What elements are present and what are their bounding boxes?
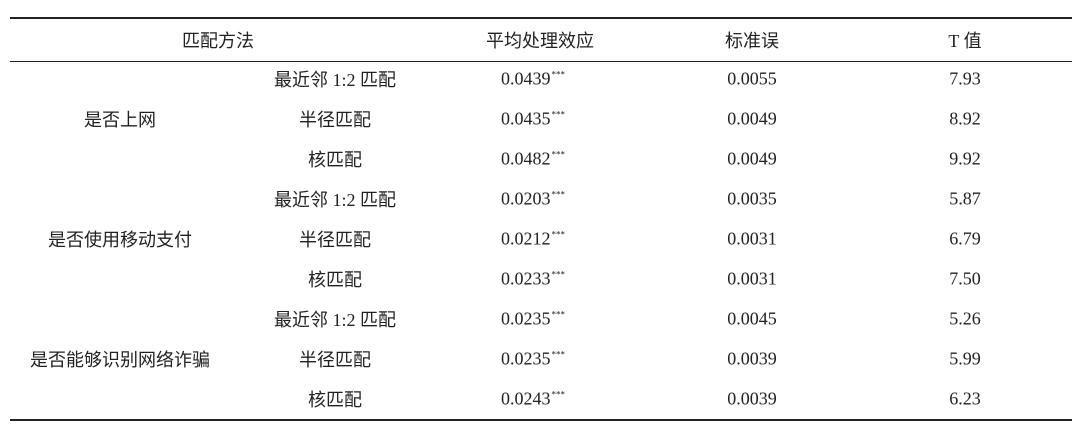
header-cell: T 值 [948, 31, 982, 51]
significance: *** [551, 69, 566, 80]
ate-value: 0.0235 [501, 308, 551, 329]
ate-cell: 0.0439*** [501, 69, 565, 90]
t-cell: 8.92 [949, 108, 981, 129]
ate-value: 0.0482 [501, 148, 551, 169]
ate-cell: 0.0233*** [501, 269, 565, 290]
group-label: 是否使用移动支付 [48, 230, 192, 250]
significance: *** [551, 109, 566, 120]
significance: *** [551, 149, 566, 160]
t-cell: 6.23 [949, 388, 981, 409]
se-cell: 0.0031 [727, 228, 777, 249]
method-cell: 最近邻 1:2 匹配 [273, 190, 397, 210]
se-cell: 0.0039 [727, 348, 777, 369]
ate-value: 0.0235 [501, 348, 551, 369]
ate-cell: 0.0212*** [501, 229, 565, 250]
header-cell: 标准误 [725, 31, 779, 51]
method-cell: 核匹配 [308, 270, 362, 290]
t-cell: 5.26 [949, 308, 981, 329]
se-cell: 0.0031 [727, 268, 777, 289]
ate-value: 0.0439 [501, 68, 551, 89]
group-label: 是否上网 [84, 110, 156, 130]
t-cell: 5.87 [949, 188, 981, 209]
bottom-rule [10, 419, 1072, 421]
top-rule [10, 17, 1072, 19]
ate-cell: 0.0243*** [501, 389, 565, 410]
se-cell: 0.0045 [727, 308, 777, 329]
significance: *** [551, 309, 566, 320]
header-cell: 匹配方法 [182, 31, 254, 51]
method-cell: 半径匹配 [299, 230, 371, 250]
significance: *** [551, 229, 566, 240]
se-cell: 0.0035 [727, 188, 777, 209]
se-cell: 0.0039 [727, 388, 777, 409]
significance: *** [551, 349, 566, 360]
ate-value: 0.0435 [501, 108, 551, 129]
ate-cell: 0.0482*** [501, 149, 565, 170]
t-cell: 5.99 [949, 348, 981, 369]
t-cell: 7.50 [949, 268, 981, 289]
header-rule [10, 61, 1072, 62]
method-cell: 最近邻 1:2 匹配 [273, 70, 397, 90]
ate-cell: 0.0203*** [501, 189, 565, 210]
header-cell: 平均处理效应 [486, 31, 594, 51]
ate-value: 0.0203 [501, 188, 551, 209]
se-cell: 0.0049 [727, 148, 777, 169]
ate-value: 0.0212 [501, 228, 551, 249]
method-cell: 半径匹配 [299, 110, 371, 130]
t-cell: 9.92 [949, 148, 981, 169]
ate-cell: 0.0235*** [501, 349, 565, 370]
ate-cell: 0.0235*** [501, 309, 565, 330]
method-cell: 最近邻 1:2 匹配 [273, 310, 397, 330]
ate-value: 0.0233 [501, 268, 551, 289]
method-cell: 核匹配 [308, 150, 362, 170]
se-cell: 0.0055 [727, 68, 777, 89]
significance: *** [551, 389, 566, 400]
group-label: 是否能够识别网络诈骗 [30, 350, 210, 370]
significance: *** [551, 189, 566, 200]
significance: *** [551, 269, 566, 280]
t-cell: 7.93 [949, 68, 981, 89]
t-cell: 6.79 [949, 228, 981, 249]
ate-cell: 0.0435*** [501, 109, 565, 130]
ate-value: 0.0243 [501, 388, 551, 409]
method-cell: 核匹配 [308, 390, 362, 410]
se-cell: 0.0049 [727, 108, 777, 129]
method-cell: 半径匹配 [299, 350, 371, 370]
